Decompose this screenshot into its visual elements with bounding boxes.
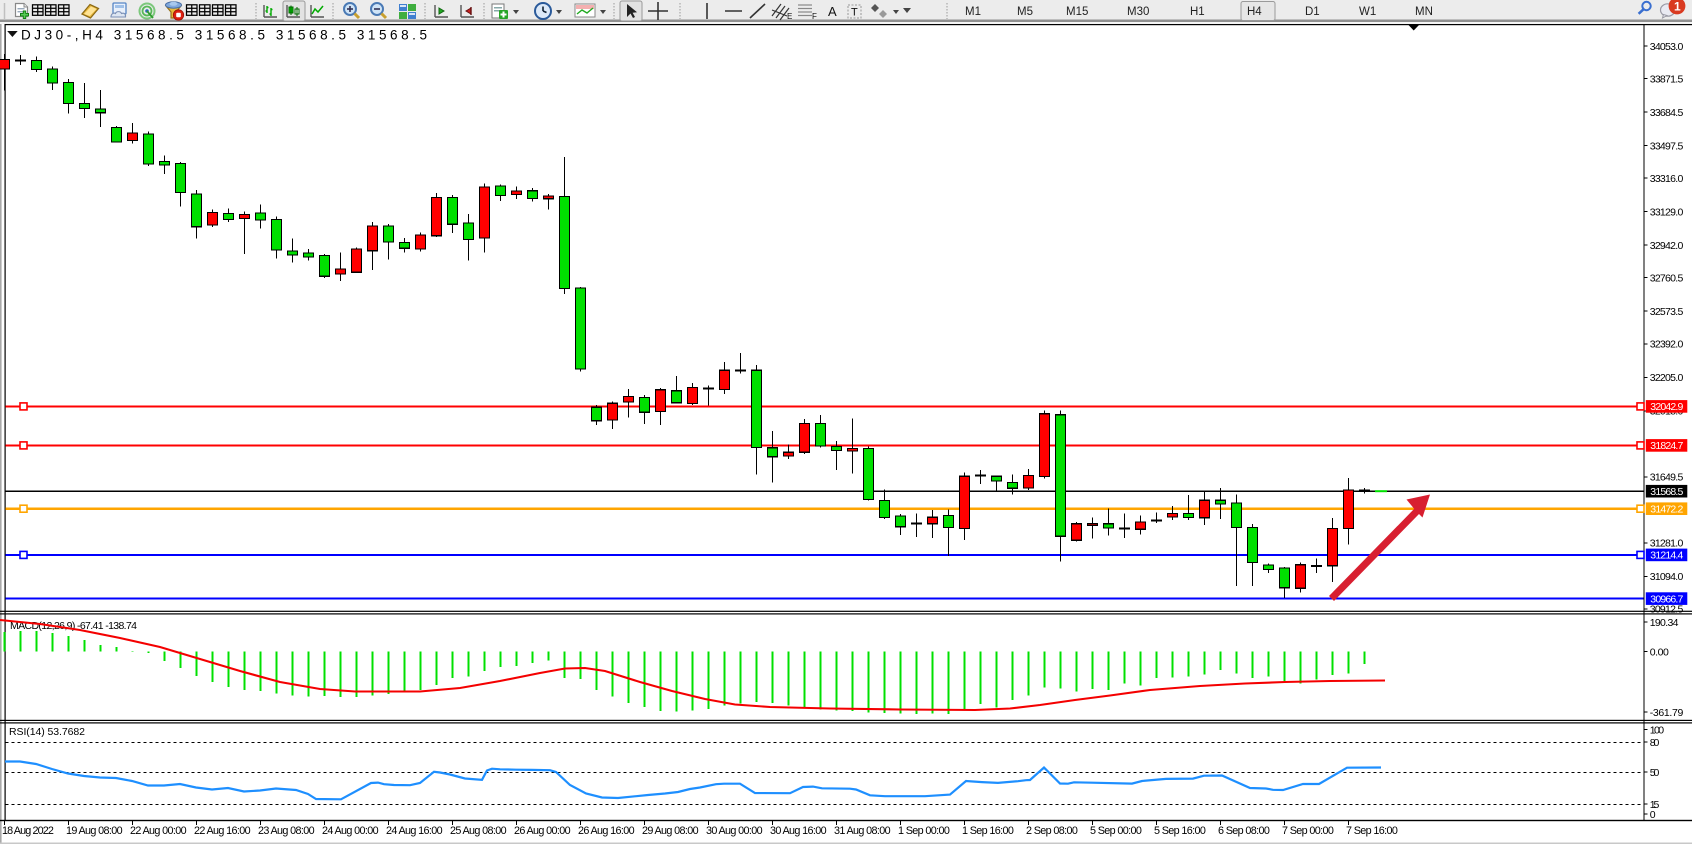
svg-text:30 Aug 16:00: 30 Aug 16:00 — [770, 825, 827, 837]
svg-text:E: E — [787, 12, 792, 21]
svg-text:32205.0: 32205.0 — [1650, 372, 1684, 384]
svg-text:D1: D1 — [1305, 6, 1320, 18]
svg-text:M1: M1 — [965, 6, 981, 18]
svg-text:F: F — [812, 12, 817, 21]
svg-text:33871.5: 33871.5 — [1650, 73, 1684, 85]
svg-text:1 Sep 16:00: 1 Sep 16:00 — [962, 825, 1014, 837]
svg-text:32573.5: 32573.5 — [1650, 306, 1684, 318]
svg-text:5 Sep 00:00: 5 Sep 00:00 — [1090, 825, 1142, 837]
svg-text:0: 0 — [1650, 809, 1656, 821]
svg-text:MN: MN — [1415, 6, 1433, 18]
svg-text:25 Aug 08:00: 25 Aug 08:00 — [450, 825, 507, 837]
svg-text:32942.0: 32942.0 — [1650, 240, 1684, 252]
svg-text:1: 1 — [1674, 0, 1681, 14]
svg-text:31281.0: 31281.0 — [1650, 538, 1684, 550]
svg-text:33316.0: 33316.0 — [1650, 173, 1684, 185]
svg-text:31472.2: 31472.2 — [1650, 504, 1683, 516]
svg-text:-361.79: -361.79 — [1650, 707, 1684, 719]
svg-text:30966.7: 30966.7 — [1650, 593, 1683, 605]
svg-text:32392.0: 32392.0 — [1650, 339, 1684, 351]
svg-text:6 Sep 08:00: 6 Sep 08:00 — [1218, 825, 1270, 837]
svg-text:31214.4: 31214.4 — [1650, 550, 1683, 562]
svg-text:W1: W1 — [1359, 6, 1376, 18]
svg-text:31649.5: 31649.5 — [1650, 472, 1684, 484]
svg-text:A: A — [828, 4, 837, 19]
svg-text:19 Aug 08:00: 19 Aug 08:00 — [66, 825, 123, 837]
svg-text:26 Aug 16:00: 26 Aug 16:00 — [578, 825, 635, 837]
svg-text:5 Sep 16:00: 5 Sep 16:00 — [1154, 825, 1206, 837]
svg-text:31824.7: 31824.7 — [1650, 440, 1683, 452]
svg-text:34053.0: 34053.0 — [1650, 41, 1684, 53]
svg-text:MACD(12,26,9) -67.41 -138.74: MACD(12,26,9) -67.41 -138.74 — [10, 620, 137, 632]
svg-text:18 Aug 2022: 18 Aug 2022 — [2, 825, 54, 837]
svg-text:29 Aug 08:00: 29 Aug 08:00 — [642, 825, 699, 837]
svg-text:50: 50 — [1650, 767, 1660, 779]
svg-text:30 Aug 00:00: 30 Aug 00:00 — [706, 825, 763, 837]
svg-text:31094.0: 31094.0 — [1650, 571, 1684, 583]
svg-text:32042.9: 32042.9 — [1650, 401, 1683, 413]
svg-text:33129.0: 33129.0 — [1650, 207, 1684, 219]
svg-text:31 Aug 08:00: 31 Aug 08:00 — [834, 825, 891, 837]
svg-text:T: T — [851, 7, 858, 19]
svg-text:M15: M15 — [1066, 6, 1088, 18]
svg-text:23 Aug 08:00: 23 Aug 08:00 — [258, 825, 315, 837]
svg-text:80: 80 — [1650, 737, 1660, 749]
svg-text:7 Sep 16:00: 7 Sep 16:00 — [1346, 825, 1398, 837]
svg-text:24 Aug 00:00: 24 Aug 00:00 — [322, 825, 379, 837]
svg-text:0.00: 0.00 — [1650, 646, 1669, 658]
svg-text:24 Aug 16:00: 24 Aug 16:00 — [386, 825, 443, 837]
svg-text:22 Aug 16:00: 22 Aug 16:00 — [194, 825, 251, 837]
svg-text:30912.5: 30912.5 — [1650, 604, 1684, 616]
svg-text:33684.5: 33684.5 — [1650, 107, 1684, 119]
svg-text:H1: H1 — [1190, 6, 1205, 18]
svg-text:1 Sep 00:00: 1 Sep 00:00 — [898, 825, 950, 837]
svg-text:RSI(14) 53.7682: RSI(14) 53.7682 — [9, 726, 85, 738]
svg-text:H4: H4 — [1247, 6, 1262, 18]
svg-text:190.34: 190.34 — [1650, 617, 1679, 629]
svg-text:33497.5: 33497.5 — [1650, 140, 1684, 152]
svg-text:32760.5: 32760.5 — [1650, 273, 1684, 285]
svg-text:31568.5: 31568.5 — [1650, 486, 1683, 498]
svg-text:100: 100 — [1650, 724, 1665, 736]
svg-text:26 Aug 00:00: 26 Aug 00:00 — [514, 825, 571, 837]
svg-text:2 Sep 08:00: 2 Sep 08:00 — [1026, 825, 1078, 837]
svg-text:22 Aug 00:00: 22 Aug 00:00 — [130, 825, 187, 837]
svg-text:M5: M5 — [1017, 6, 1033, 18]
svg-text:7 Sep 00:00: 7 Sep 00:00 — [1282, 825, 1334, 837]
svg-text:M30: M30 — [1127, 6, 1149, 18]
